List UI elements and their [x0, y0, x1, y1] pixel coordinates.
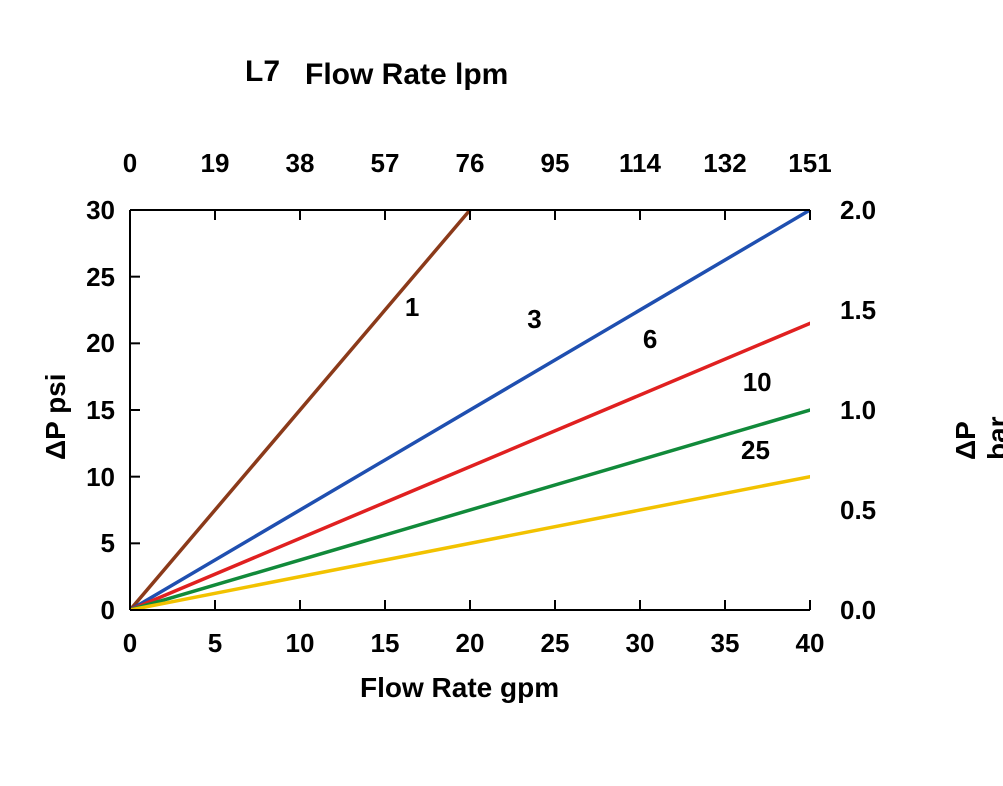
yl-tick-20: 20: [60, 328, 115, 359]
xb-tick-10: 10: [272, 628, 328, 659]
y-left-axis-label: ΔP psi: [40, 373, 72, 460]
xt-tick-151: 151: [774, 148, 846, 179]
series-label-6: 6: [625, 324, 675, 355]
xb-tick-30: 30: [612, 628, 668, 659]
xt-tick-19: 19: [179, 148, 251, 179]
series-label-25: 25: [731, 435, 781, 466]
series-label-10: 10: [732, 367, 782, 398]
xt-tick-0: 0: [94, 148, 166, 179]
xt-tick-38: 38: [264, 148, 336, 179]
xb-tick-35: 35: [697, 628, 753, 659]
chart-svg: [0, 0, 1003, 786]
yl-tick-30: 30: [60, 195, 115, 226]
yl-tick-0: 0: [60, 595, 115, 626]
xt-tick-114: 114: [604, 148, 676, 179]
yr-tick-0.5: 0.5: [840, 495, 900, 526]
yr-tick-0: 0.0: [840, 595, 900, 626]
series-line-1: [130, 210, 470, 610]
yl-tick-5: 5: [60, 528, 115, 559]
series-line-10: [130, 410, 810, 610]
series-line-3: [130, 210, 810, 610]
xt-tick-57: 57: [349, 148, 421, 179]
xt-tick-95: 95: [519, 148, 591, 179]
series-line-25: [130, 477, 810, 610]
series-line-6: [130, 323, 810, 610]
xb-tick-15: 15: [357, 628, 413, 659]
y-right-axis-label: ΔP bar: [950, 407, 1003, 460]
yr-tick-1.5: 1.5: [840, 295, 900, 326]
x-axis-label: Flow Rate gpm: [360, 672, 559, 704]
series-label-3: 3: [510, 304, 560, 335]
xb-tick-20: 20: [442, 628, 498, 659]
yl-tick-25: 25: [60, 262, 115, 293]
xt-tick-132: 132: [689, 148, 761, 179]
yl-tick-10: 10: [60, 462, 115, 493]
yr-tick-2: 2.0: [840, 195, 900, 226]
xb-tick-25: 25: [527, 628, 583, 659]
series-label-1: 1: [387, 292, 437, 323]
xb-tick-40: 40: [782, 628, 838, 659]
xb-tick-5: 5: [187, 628, 243, 659]
xt-tick-76: 76: [434, 148, 506, 179]
xb-tick-0: 0: [102, 628, 158, 659]
yr-tick-1: 1.0: [840, 395, 900, 426]
